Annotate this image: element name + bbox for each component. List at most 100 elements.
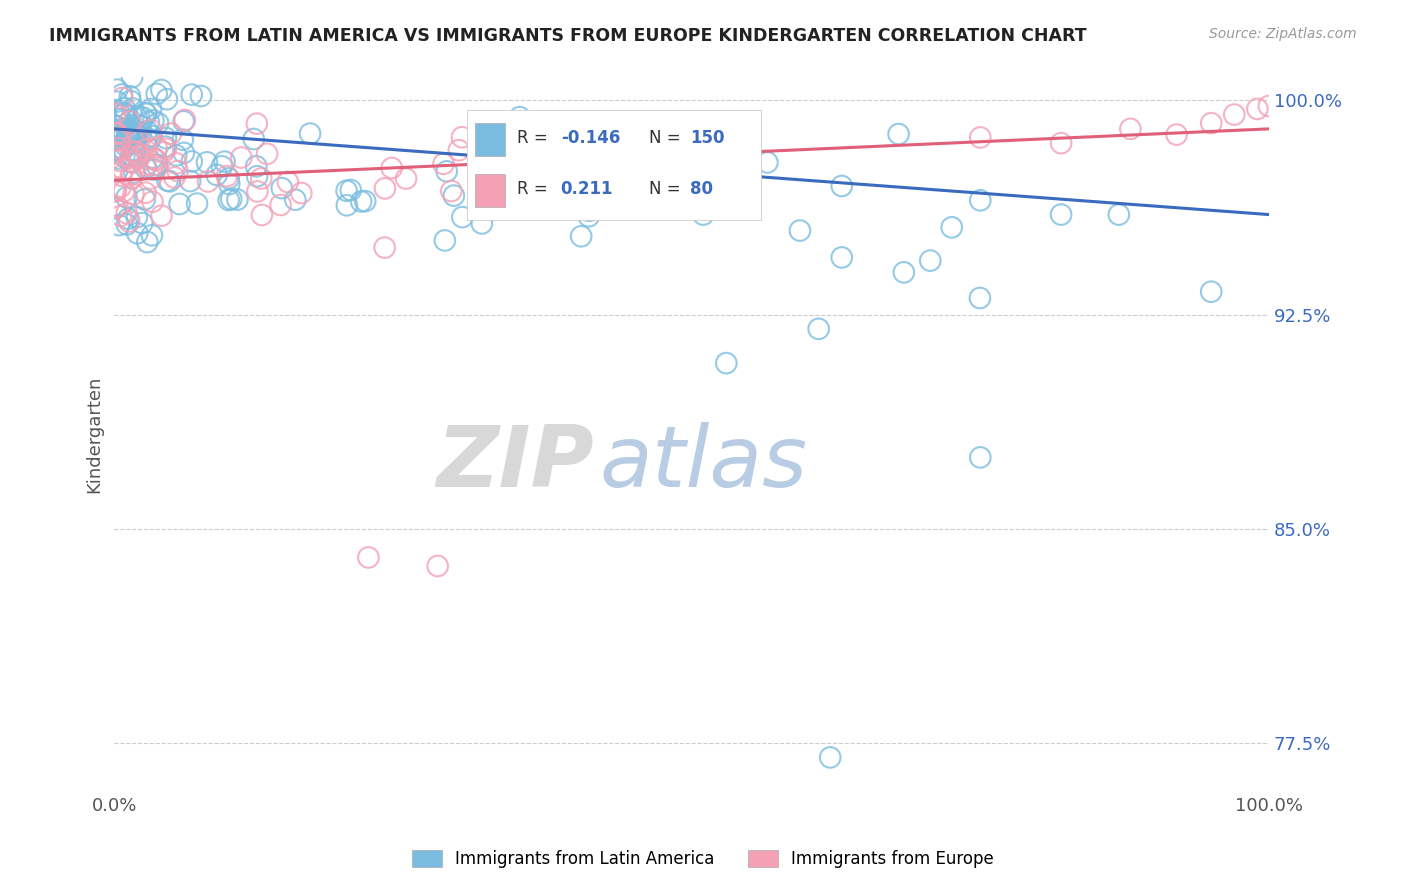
Point — [716, 356, 738, 370]
Point — [134, 106, 156, 120]
Point — [831, 179, 853, 194]
Point — [135, 107, 157, 121]
Point — [374, 181, 396, 195]
Point — [166, 164, 188, 178]
Point — [112, 162, 135, 177]
Point — [117, 130, 139, 145]
Point — [110, 180, 132, 194]
Point — [105, 164, 128, 178]
Point — [1119, 121, 1142, 136]
Point — [125, 126, 148, 140]
Point — [122, 187, 145, 202]
Point — [125, 111, 148, 125]
Point — [122, 145, 145, 159]
Point — [120, 150, 142, 164]
Point — [139, 171, 162, 186]
Point — [127, 127, 149, 141]
Point — [124, 124, 146, 138]
Point — [250, 171, 273, 186]
Point — [598, 161, 620, 176]
Point — [1050, 208, 1073, 222]
Point — [155, 142, 177, 156]
Point — [121, 122, 143, 136]
Point — [134, 143, 156, 157]
Point — [120, 154, 142, 169]
Point — [451, 210, 474, 224]
Point — [673, 187, 696, 202]
Point — [136, 124, 159, 138]
Point — [578, 203, 600, 218]
Point — [1258, 99, 1281, 113]
Point — [105, 127, 128, 141]
Point — [756, 155, 779, 169]
Point — [142, 151, 165, 165]
Point — [112, 101, 135, 115]
Point — [146, 116, 169, 130]
Point — [432, 157, 454, 171]
Point — [969, 291, 991, 305]
Point — [145, 140, 167, 154]
Point — [270, 181, 292, 195]
Point — [1108, 208, 1130, 222]
Point — [174, 113, 197, 128]
Point — [143, 152, 166, 166]
Point — [120, 168, 142, 182]
Point — [226, 193, 249, 207]
Point — [112, 149, 135, 163]
Point — [105, 146, 128, 161]
Point — [218, 171, 240, 186]
Point — [436, 164, 458, 178]
Y-axis label: Kindergarten: Kindergarten — [86, 376, 103, 493]
Point — [165, 148, 187, 162]
Point — [112, 106, 135, 120]
Point — [245, 159, 267, 173]
Point — [108, 130, 131, 145]
Point — [104, 128, 127, 142]
Point — [104, 145, 127, 159]
Point — [575, 155, 598, 169]
Point — [131, 216, 153, 230]
Point — [692, 199, 714, 213]
Point — [105, 123, 128, 137]
Point — [169, 197, 191, 211]
Point — [136, 235, 159, 249]
Point — [107, 141, 129, 155]
Point — [205, 168, 228, 182]
Point — [114, 138, 136, 153]
Point — [107, 153, 129, 168]
Point — [108, 123, 131, 137]
Point — [155, 139, 177, 153]
Point — [104, 106, 127, 120]
Point — [443, 188, 465, 202]
Point — [142, 113, 165, 128]
Point — [150, 83, 173, 97]
Point — [246, 117, 269, 131]
Point — [145, 153, 167, 168]
Point — [381, 161, 404, 175]
Point — [277, 175, 299, 189]
Point — [818, 750, 841, 764]
Point — [118, 114, 141, 128]
Point — [125, 145, 148, 160]
Point — [180, 154, 202, 169]
Point — [104, 183, 127, 197]
Point — [290, 186, 312, 200]
Point — [112, 130, 135, 145]
Point — [128, 134, 150, 148]
Point — [451, 130, 474, 145]
Point — [150, 209, 173, 223]
Point — [1199, 285, 1222, 299]
Point — [139, 132, 162, 146]
Point — [190, 89, 212, 103]
Point — [578, 209, 600, 223]
Point — [117, 128, 139, 143]
Point — [180, 87, 202, 102]
Point — [115, 123, 138, 137]
Point — [789, 223, 811, 237]
Point — [1199, 116, 1222, 130]
Point — [104, 128, 127, 143]
Point — [173, 145, 195, 160]
Point — [357, 550, 380, 565]
Point — [215, 169, 238, 183]
Point — [179, 174, 201, 188]
